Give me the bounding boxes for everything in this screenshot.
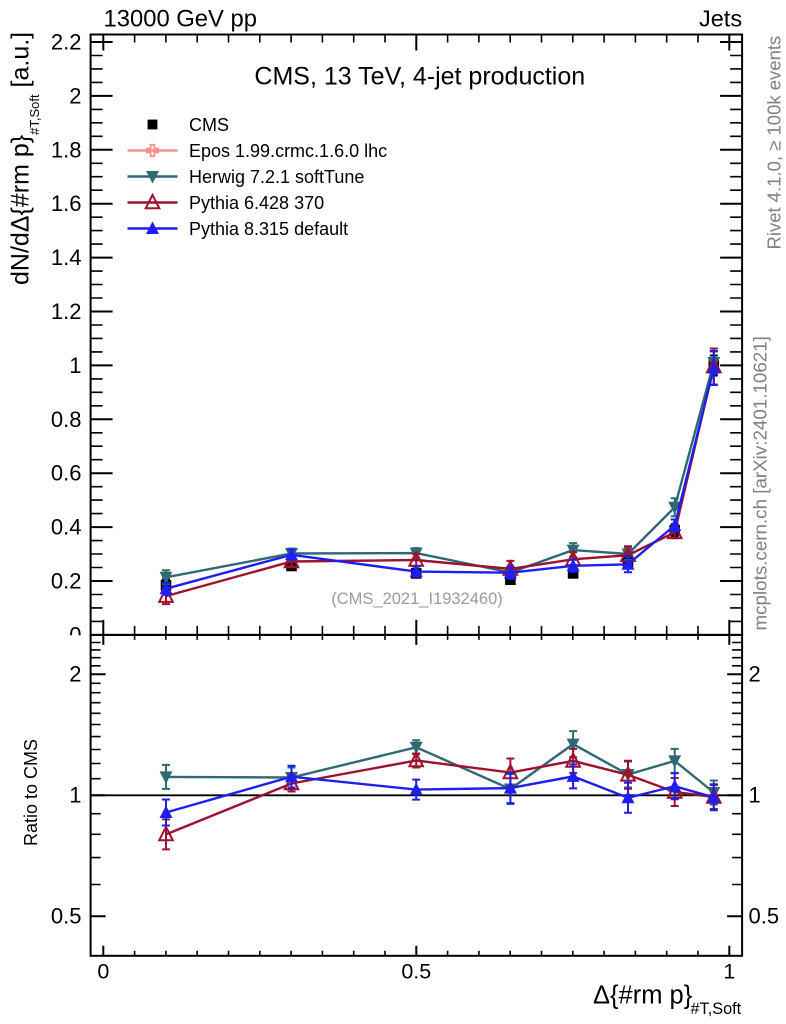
svg-text:Pythia 6.428 370: Pythia 6.428 370: [189, 193, 324, 213]
svg-text:1.4: 1.4: [51, 245, 82, 270]
svg-text:0.8: 0.8: [51, 407, 82, 432]
svg-text:(CMS_2021_I1932460): (CMS_2021_I1932460): [331, 590, 503, 608]
svg-text:1.6: 1.6: [51, 191, 82, 216]
svg-text:1: 1: [69, 353, 81, 378]
svg-text:Epos 1.99.crmc.1.6.0 lhc: Epos 1.99.crmc.1.6.0 lhc: [189, 141, 387, 161]
svg-text:CMS, 13 TeV, 4-jet production: CMS, 13 TeV, 4-jet production: [254, 63, 585, 91]
svg-text:Δ{#rm p}: Δ{#rm p}: [593, 982, 693, 1010]
svg-text:0: 0: [69, 622, 81, 647]
svg-text:#T,Soft: #T,Soft: [691, 1000, 742, 1018]
svg-text:Rivet 4.1.0, ≥ 100k events: Rivet 4.1.0, ≥ 100k events: [764, 36, 785, 250]
svg-text:Jets: Jets: [699, 6, 742, 32]
svg-text:1.2: 1.2: [51, 299, 82, 324]
svg-text:2: 2: [69, 83, 81, 108]
svg-text:Ratio to CMS: Ratio to CMS: [21, 739, 41, 846]
svg-text:0: 0: [97, 960, 109, 984]
svg-text:13000 GeV pp: 13000 GeV pp: [104, 6, 257, 33]
svg-text:CMS: CMS: [189, 115, 229, 135]
svg-text:2: 2: [69, 661, 81, 686]
svg-text:2.2: 2.2: [51, 30, 82, 55]
svg-text:0.6: 0.6: [51, 461, 82, 486]
svg-text:1: 1: [749, 782, 761, 807]
svg-text:Pythia 8.315 default: Pythia 8.315 default: [189, 219, 348, 239]
svg-text:mcplots.cern.ch [arXiv:2401.10: mcplots.cern.ch [arXiv:2401.10621]: [750, 336, 771, 630]
svg-text:1.8: 1.8: [51, 137, 82, 162]
svg-text:0.5: 0.5: [749, 903, 780, 928]
svg-text:1: 1: [69, 782, 81, 807]
svg-text:Herwig 7.2.1 softTune: Herwig 7.2.1 softTune: [189, 167, 364, 187]
svg-text:1: 1: [723, 960, 735, 984]
svg-text:0.5: 0.5: [51, 903, 82, 928]
svg-text:0.5: 0.5: [401, 960, 431, 984]
svg-text:0.4: 0.4: [51, 515, 82, 540]
svg-text:0.2: 0.2: [51, 569, 82, 594]
svg-text:2: 2: [749, 661, 761, 686]
